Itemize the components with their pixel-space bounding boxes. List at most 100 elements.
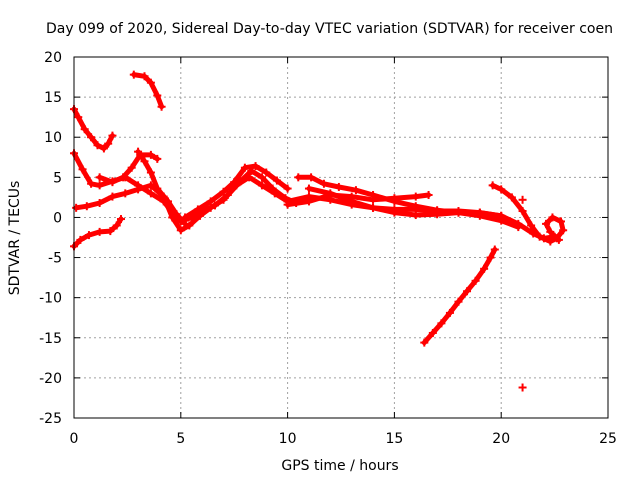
data-point: [95, 227, 104, 236]
data-point: [72, 203, 81, 212]
data-point: [163, 197, 172, 206]
data-series: [70, 70, 568, 392]
data-point: [87, 179, 96, 188]
data-point: [127, 163, 136, 172]
series-line: [131, 72, 165, 110]
series-track-1: [70, 105, 117, 153]
data-point: [559, 226, 568, 235]
data-point: [454, 297, 463, 306]
y-axis-ticks: -25 -20 -15 -10 -5 0 5 10 15 20: [39, 50, 608, 427]
y-tick-label: 0: [53, 210, 62, 226]
data-point: [93, 141, 102, 150]
x-tick-label: 20: [492, 431, 510, 447]
data-point: [326, 189, 335, 198]
x-tick-label: 5: [176, 431, 185, 447]
y-tick-label: 15: [44, 90, 62, 106]
y-tick-label: -25: [39, 411, 62, 427]
data-point: [206, 197, 215, 206]
data-point: [108, 178, 117, 187]
data-point: [351, 186, 360, 195]
data-point: [119, 173, 128, 182]
data-point: [168, 213, 177, 222]
data-point: [251, 162, 260, 171]
data-point: [535, 232, 544, 241]
data-point: [80, 125, 89, 134]
y-tick-label: -10: [39, 291, 62, 307]
data-point: [78, 165, 87, 174]
data-point: [294, 173, 303, 182]
data-point: [507, 193, 516, 202]
data-point: [420, 338, 429, 347]
data-point: [518, 195, 527, 204]
data-point: [95, 199, 104, 208]
y-axis-label: SDTVAR / TECUs: [7, 181, 23, 296]
data-point: [146, 168, 155, 177]
data-point: [471, 276, 480, 285]
data-point: [153, 91, 162, 100]
y-tick-label: 5: [53, 170, 62, 186]
series-line: [421, 247, 498, 346]
grid: [74, 57, 608, 418]
data-point: [514, 219, 523, 228]
y-tick-label: -15: [39, 331, 62, 347]
data-point: [106, 227, 115, 236]
data-point: [307, 173, 316, 182]
data-point: [347, 197, 356, 206]
data-point: [334, 182, 343, 191]
series-track-5: [70, 215, 125, 251]
x-axis-label: GPS time / hours: [281, 458, 398, 474]
data-point: [390, 208, 399, 217]
data-point: [257, 173, 266, 182]
data-point: [176, 226, 185, 235]
series-track-14: [420, 245, 499, 347]
y-tick-label: -5: [48, 251, 62, 267]
data-point: [262, 168, 271, 177]
data-point: [437, 319, 446, 328]
data-point: [153, 154, 162, 163]
data-point: [497, 185, 506, 194]
data-point: [411, 192, 420, 201]
data-point: [319, 179, 328, 188]
series-line: [306, 186, 504, 219]
chart-title: Day 099 of 2020, Sidereal Day-to-day VTE…: [46, 21, 613, 37]
series-isolated-points: [518, 195, 527, 392]
data-point: [108, 192, 117, 201]
data-point: [270, 189, 279, 198]
data-point: [554, 235, 563, 244]
data-point: [480, 264, 489, 273]
y-tick-label: 20: [44, 50, 62, 66]
x-tick-label: 25: [599, 431, 617, 447]
x-axis-ticks: 0 5 10 15 20 25: [70, 57, 617, 447]
data-point: [411, 211, 420, 220]
data-point: [74, 113, 83, 122]
data-point: [240, 163, 249, 172]
data-point: [193, 205, 202, 214]
data-point: [369, 203, 378, 212]
data-point: [486, 253, 495, 262]
data-point: [369, 195, 378, 204]
plot-frame: [73, 56, 609, 419]
series-track-9: [294, 173, 523, 232]
y-tick-label: -20: [39, 371, 62, 387]
data-point: [129, 70, 138, 79]
data-point: [157, 102, 166, 111]
data-point: [546, 227, 555, 236]
data-point: [181, 213, 190, 222]
data-point: [518, 207, 527, 216]
data-point: [546, 237, 555, 246]
data-point: [172, 210, 181, 219]
x-tick-label: 0: [70, 431, 79, 447]
data-point: [140, 72, 149, 81]
data-point: [104, 139, 113, 148]
data-point: [121, 189, 130, 198]
data-point: [76, 235, 85, 244]
data-point: [82, 202, 91, 211]
data-point: [490, 245, 499, 254]
data-point: [230, 178, 239, 187]
data-point: [454, 208, 463, 217]
data-point: [304, 197, 313, 206]
data-point: [463, 287, 472, 296]
data-point: [445, 308, 454, 317]
data-point: [283, 200, 292, 209]
